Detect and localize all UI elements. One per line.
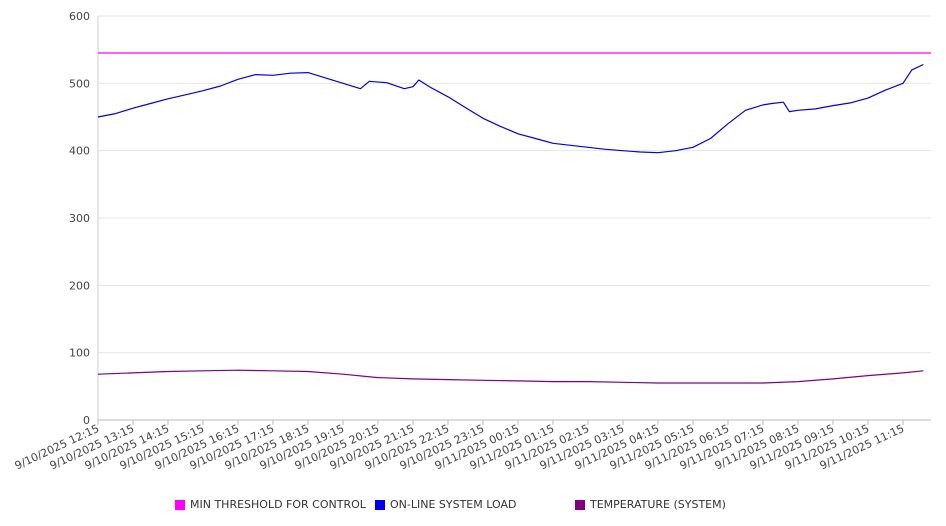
y-tick-label: 500 xyxy=(69,77,90,90)
legend-label-system-load: ON-LINE SYSTEM LOAD xyxy=(390,498,517,511)
series-temperature-line xyxy=(97,369,924,384)
legend-swatch-threshold xyxy=(175,499,185,510)
legend-item-temperature: TEMPERATURE (SYSTEM) xyxy=(575,498,726,511)
series-system-load-line xyxy=(97,63,924,154)
axes xyxy=(97,16,931,421)
y-tick-label: 300 xyxy=(69,212,90,225)
y-axis-ticks: 0 100 200 300 400 500 600 xyxy=(69,10,90,427)
legend: MIN THRESHOLD FOR CONTROL ON-LINE SYSTEM… xyxy=(0,496,946,516)
y-tick-label: 100 xyxy=(69,347,90,360)
series-lines xyxy=(97,52,931,384)
legend-label-threshold: MIN THRESHOLD FOR CONTROL xyxy=(190,498,366,511)
y-tick-label: 200 xyxy=(69,279,90,292)
y-tick-label: 400 xyxy=(69,145,90,158)
legend-swatch-system-load xyxy=(375,499,385,510)
y-tick-label: 600 xyxy=(69,10,90,23)
grid-lines xyxy=(98,15,931,354)
legend-label-temperature: TEMPERATURE (SYSTEM) xyxy=(590,498,726,511)
legend-item-threshold: MIN THRESHOLD FOR CONTROL xyxy=(175,498,366,511)
y-tick-label: 0 xyxy=(83,414,90,427)
line-chart: 0 100 200 300 400 500 600 9/10/2025 12:159/10/… xyxy=(13,10,931,472)
x-axis-ticks: 9/10/2025 12:159/10/2025 13:159/10/2025 … xyxy=(13,420,906,472)
legend-swatch-temperature xyxy=(575,499,585,510)
legend-item-system-load: ON-LINE SYSTEM LOAD xyxy=(375,498,516,511)
